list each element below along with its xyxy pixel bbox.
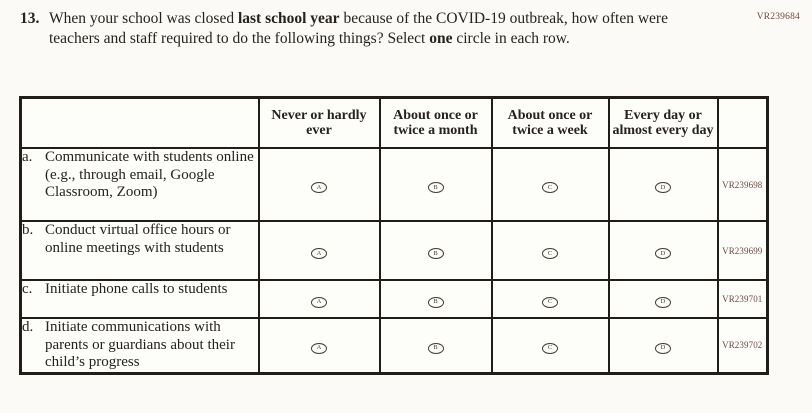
cell-b-everyday: D — [607, 220, 719, 281]
option-circle-a[interactable]: A — [311, 343, 327, 354]
table-row-c: c. Initiate phone calls to students A B … — [19, 279, 769, 319]
option-circle-a[interactable]: A — [311, 182, 327, 194]
option-circle-c[interactable]: C — [542, 296, 558, 308]
header-empty-code — [716, 96, 769, 149]
row-letter: b. — [22, 222, 34, 238]
cell-a-everyday: D — [607, 147, 719, 222]
option-circle-c[interactable]: C — [542, 248, 558, 260]
header-once-twice-month: About once or twice a month — [378, 96, 493, 149]
row-label-text: Initiate communications with parents or … — [45, 319, 235, 370]
row-label-text: Communicate with students online (e.g., … — [45, 149, 254, 200]
question-number: 13. — [20, 10, 40, 27]
response-matrix: Never or hardly ever About once or twice… — [19, 96, 769, 375]
question-text-part: circle in each row. — [452, 29, 570, 47]
row-label-a: a. Communicate with students online (e.g… — [19, 147, 260, 222]
option-circle-a[interactable]: A — [311, 248, 327, 260]
row-label-text: Initiate phone calls to students — [45, 281, 228, 297]
row-code: VR239702 — [716, 317, 769, 374]
option-circle-d[interactable]: D — [655, 296, 671, 308]
cell-a-month: B — [378, 147, 493, 222]
option-circle-b[interactable]: B — [427, 182, 444, 194]
question-text-bold: one — [429, 29, 453, 47]
option-circle-a[interactable]: A — [311, 296, 327, 308]
table-row-d: d. Initiate communications with parents … — [19, 317, 769, 374]
option-circle-b[interactable]: B — [427, 296, 444, 308]
row-letter: d. — [22, 319, 34, 335]
row-label-text: Conduct virtual office hours or online m… — [45, 222, 231, 256]
option-circle-c[interactable]: C — [542, 182, 558, 194]
option-circle-d[interactable]: D — [655, 343, 671, 354]
table-row-a: a. Communicate with students online (e.g… — [19, 147, 769, 222]
question-text-bold: last school year — [237, 10, 340, 27]
option-circle-b[interactable]: B — [427, 343, 444, 354]
header-row: Never or hardly ever About once or twice… — [19, 96, 769, 149]
cell-c-everyday: D — [607, 279, 719, 319]
header-never: Never or hardly ever — [257, 96, 381, 149]
cell-d-never: A — [257, 317, 381, 374]
cell-c-week: C — [490, 279, 610, 319]
row-label-b: b. Conduct virtual office hours or onlin… — [19, 220, 260, 281]
question-text-part: When your school was closed — [49, 10, 238, 27]
row-code: VR239701 — [716, 279, 769, 319]
option-circle-d[interactable]: D — [655, 248, 671, 260]
row-letter: c. — [22, 281, 33, 297]
cell-a-never: A — [257, 147, 381, 222]
header-once-twice-week: About once or twice a week — [490, 96, 610, 149]
header-empty-label — [19, 96, 260, 149]
row-code: VR239698 — [716, 147, 769, 222]
row-label-d: d. Initiate communications with parents … — [19, 317, 260, 374]
cell-d-week: C — [490, 317, 610, 374]
option-circle-b[interactable]: B — [427, 248, 444, 260]
question-block: 13. When your school was closed last sch… — [20, 9, 812, 48]
cell-d-month: B — [378, 317, 493, 374]
question-text-part: because of the COVID-19 outbreak, how of… — [49, 10, 668, 47]
cell-c-never: A — [257, 279, 381, 319]
row-label-c: c. Initiate phone calls to students — [19, 279, 260, 319]
cell-b-week: C — [490, 220, 610, 281]
cell-b-month: B — [378, 220, 493, 281]
question-text: When your school was closed last school … — [49, 9, 711, 48]
cell-d-everyday: D — [607, 317, 719, 374]
table-row-b: b. Conduct virtual office hours or onlin… — [19, 220, 769, 281]
option-circle-c[interactable]: C — [542, 343, 558, 354]
row-code: VR239699 — [716, 220, 769, 281]
cell-c-month: B — [378, 279, 493, 319]
row-letter: a. — [22, 149, 33, 165]
cell-b-never: A — [257, 220, 381, 281]
form-code-top: VR239684 — [756, 12, 800, 22]
option-circle-d[interactable]: D — [655, 182, 671, 194]
cell-a-week: C — [490, 147, 610, 222]
header-every-day: Every day or almost every day — [607, 96, 719, 149]
